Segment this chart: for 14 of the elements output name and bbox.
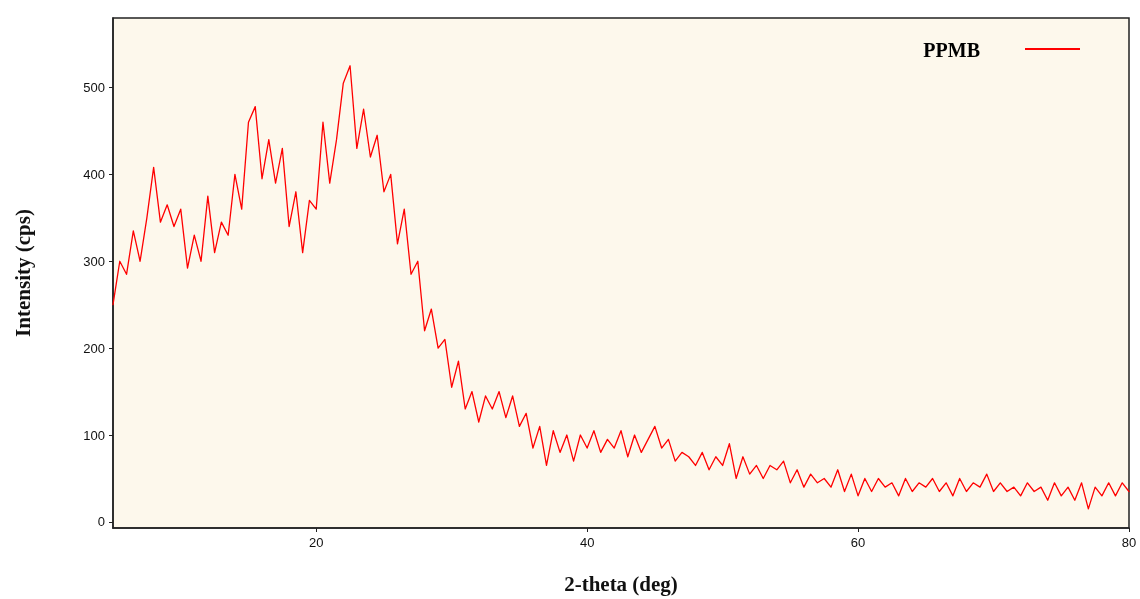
x-tick-label: 60 xyxy=(850,535,866,550)
x-tick-label: 20 xyxy=(308,535,324,550)
y-tick-label: 500 xyxy=(83,80,105,96)
y-tick-label: 200 xyxy=(83,340,105,356)
x-axis-title: 2-theta (deg) xyxy=(564,571,678,596)
y-tick-label: 0 xyxy=(97,514,105,530)
legend-label: PPMB xyxy=(923,39,980,61)
x-tick-label: 80 xyxy=(1121,535,1137,550)
y-tick-label: 300 xyxy=(83,253,105,269)
y-axis-title: Intensity (cps) xyxy=(10,209,35,337)
x-tick-label: 40 xyxy=(579,535,595,550)
y-tick-label: 400 xyxy=(83,166,105,182)
y-tick-label: 100 xyxy=(83,427,105,443)
line-series xyxy=(112,65,1130,510)
